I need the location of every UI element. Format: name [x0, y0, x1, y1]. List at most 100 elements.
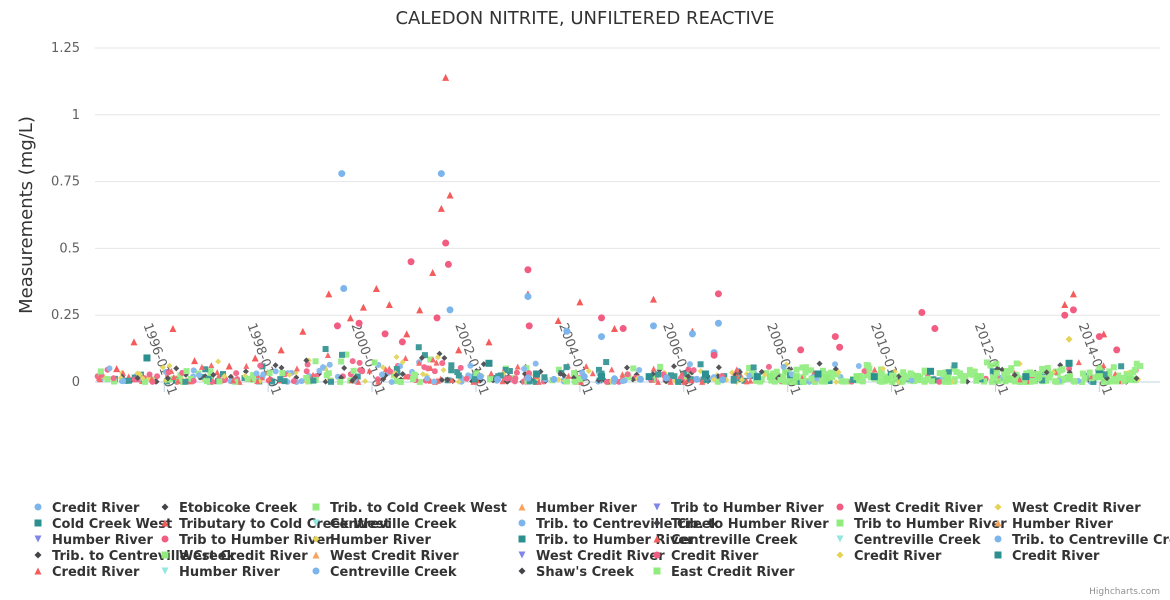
legend-item[interactable]: Etobicoke Creek: [161, 501, 298, 516]
legend-item[interactable]: Trib. to Centreville Creek: [994, 533, 1170, 548]
data-point: [555, 376, 562, 383]
legend-item[interactable]: Centreville Creek: [836, 533, 981, 548]
series-group[interactable]: [1065, 335, 1073, 343]
legend-item[interactable]: Credit River: [34, 501, 141, 516]
data-point: [802, 364, 809, 371]
series-group[interactable]: [333, 239, 1121, 359]
legend-label[interactable]: Trib to Humber River: [671, 501, 824, 516]
legend-item[interactable]: Centreville Creek: [312, 565, 457, 580]
data-point: [966, 367, 973, 374]
plot-points[interactable]: [94, 73, 1144, 385]
data-point: [657, 363, 664, 370]
legend-label[interactable]: Trib. to Centreville Creek: [536, 517, 720, 532]
legend-label[interactable]: Credit River: [52, 565, 140, 580]
legend-item[interactable]: Humber River: [161, 565, 281, 580]
data-point: [753, 377, 760, 384]
legend-label[interactable]: Shaw's Creek: [536, 565, 634, 580]
legend-item[interactable]: West Credit River: [836, 501, 984, 516]
data-point: [378, 371, 385, 378]
legend-label[interactable]: West Credit River: [179, 549, 308, 564]
legend-label[interactable]: Trib. to Centreville Creek: [52, 549, 236, 564]
legend-item[interactable]: Humber River: [518, 501, 638, 516]
legend-label[interactable]: Centreville Creek: [854, 533, 981, 548]
legend-item[interactable]: Centreville Creek: [312, 517, 457, 532]
legend-label[interactable]: Humber River: [1012, 517, 1113, 532]
legend-label[interactable]: Cold Creek West: [52, 517, 172, 532]
data-point: [650, 365, 657, 372]
legend-label[interactable]: Centreville Creek: [330, 517, 457, 532]
legend-item[interactable]: Trib to Humber River: [653, 501, 825, 516]
legend-item[interactable]: Cold Creek West: [34, 517, 173, 532]
data-point: [944, 374, 952, 382]
data-point: [504, 375, 511, 382]
legend-item[interactable]: West Credit River: [518, 549, 666, 564]
legend-label[interactable]: Credit River: [854, 549, 942, 564]
legend-item[interactable]: Trib. to Cold Creek West: [312, 501, 507, 516]
legend-item[interactable]: Tributary to Cold Creek West: [161, 517, 391, 532]
legend-label[interactable]: West Credit River: [536, 549, 665, 564]
data-point: [1043, 369, 1050, 376]
data-point: [191, 357, 199, 365]
legend-label[interactable]: Trib. to Humber River: [671, 517, 829, 532]
data-point: [1106, 368, 1113, 375]
legend-label[interactable]: Humber River: [179, 565, 280, 580]
legend-label[interactable]: Trib. to Humber River: [536, 533, 694, 548]
legend-item[interactable]: Trib to Humber River: [836, 517, 1008, 532]
data-point: [908, 377, 915, 384]
legend-item[interactable]: Trib. to Humber River: [518, 533, 695, 548]
data-point: [416, 306, 424, 314]
data-point: [808, 367, 815, 374]
legend-label[interactable]: Tributary to Cold Creek West: [179, 517, 390, 532]
legend-label[interactable]: West Credit River: [330, 549, 459, 564]
legend-label[interactable]: Trib. to Centreville Creek: [1012, 533, 1170, 548]
legend-label[interactable]: Trib to Humber River: [854, 517, 1007, 532]
legend-label[interactable]: Credit River: [1012, 549, 1100, 564]
legend-item[interactable]: Credit River: [653, 549, 760, 564]
data-point: [1065, 359, 1073, 367]
legend-label[interactable]: Humber River: [536, 501, 637, 516]
legend-item[interactable]: Trib. to Centreville Creek: [518, 517, 720, 532]
legend-item[interactable]: Trib. to Humber River: [653, 517, 830, 532]
data-point: [1011, 372, 1018, 379]
data-point: [486, 375, 493, 382]
legend-item[interactable]: Trib to Humber River: [161, 533, 333, 548]
legend-item[interactable]: Credit River: [994, 549, 1101, 564]
legend-label[interactable]: Etobicoke Creek: [179, 501, 298, 516]
legend-item[interactable]: Credit River: [836, 549, 943, 564]
data-point: [962, 373, 969, 380]
data-point: [281, 378, 288, 385]
legend-item[interactable]: West Credit River: [994, 501, 1142, 516]
legend-item[interactable]: West Credit River: [312, 549, 460, 564]
series-group[interactable]: [476, 373, 727, 384]
credits-link[interactable]: Highcharts.com: [1089, 587, 1160, 597]
legend-label[interactable]: East Credit River: [671, 565, 795, 580]
legend-symbol: [161, 519, 169, 527]
legend-label[interactable]: West Credit River: [854, 501, 983, 516]
legend[interactable]: Credit River Etobicoke Creek Trib. to Cold…: [34, 501, 1170, 580]
series-group[interactable]: [766, 373, 1134, 383]
legend-item[interactable]: Humber River: [994, 517, 1114, 532]
legend-label[interactable]: Humber River: [330, 533, 431, 548]
data-point: [407, 258, 415, 266]
legend-label[interactable]: Credit River: [52, 501, 140, 516]
legend-item[interactable]: Humber River: [312, 533, 432, 548]
legend-label[interactable]: Centreville Creek: [330, 565, 457, 580]
legend-label[interactable]: Trib to Humber River: [179, 533, 332, 548]
legend-item[interactable]: East Credit River: [653, 565, 796, 580]
legend-item[interactable]: Shaw's Creek: [518, 565, 635, 580]
data-point: [502, 366, 509, 373]
data-point: [521, 365, 528, 372]
legend-label[interactable]: Trib. to Cold Creek West: [330, 501, 507, 516]
data-point: [393, 366, 400, 373]
legend-item[interactable]: Trib. to Centreville Creek: [34, 549, 236, 564]
legend-label[interactable]: Humber River: [52, 533, 153, 548]
legend-label[interactable]: Centreville Creek: [671, 533, 798, 548]
legend-item[interactable]: Credit River: [34, 565, 141, 580]
legend-item[interactable]: West Credit River: [161, 549, 309, 564]
legend-item[interactable]: Humber River: [34, 533, 154, 548]
legend-label[interactable]: Credit River: [671, 549, 759, 564]
legend-symbol: [312, 519, 320, 527]
legend-item[interactable]: Centreville Creek: [653, 533, 798, 548]
data-point: [306, 378, 313, 385]
legend-label[interactable]: West Credit River: [1012, 501, 1141, 516]
